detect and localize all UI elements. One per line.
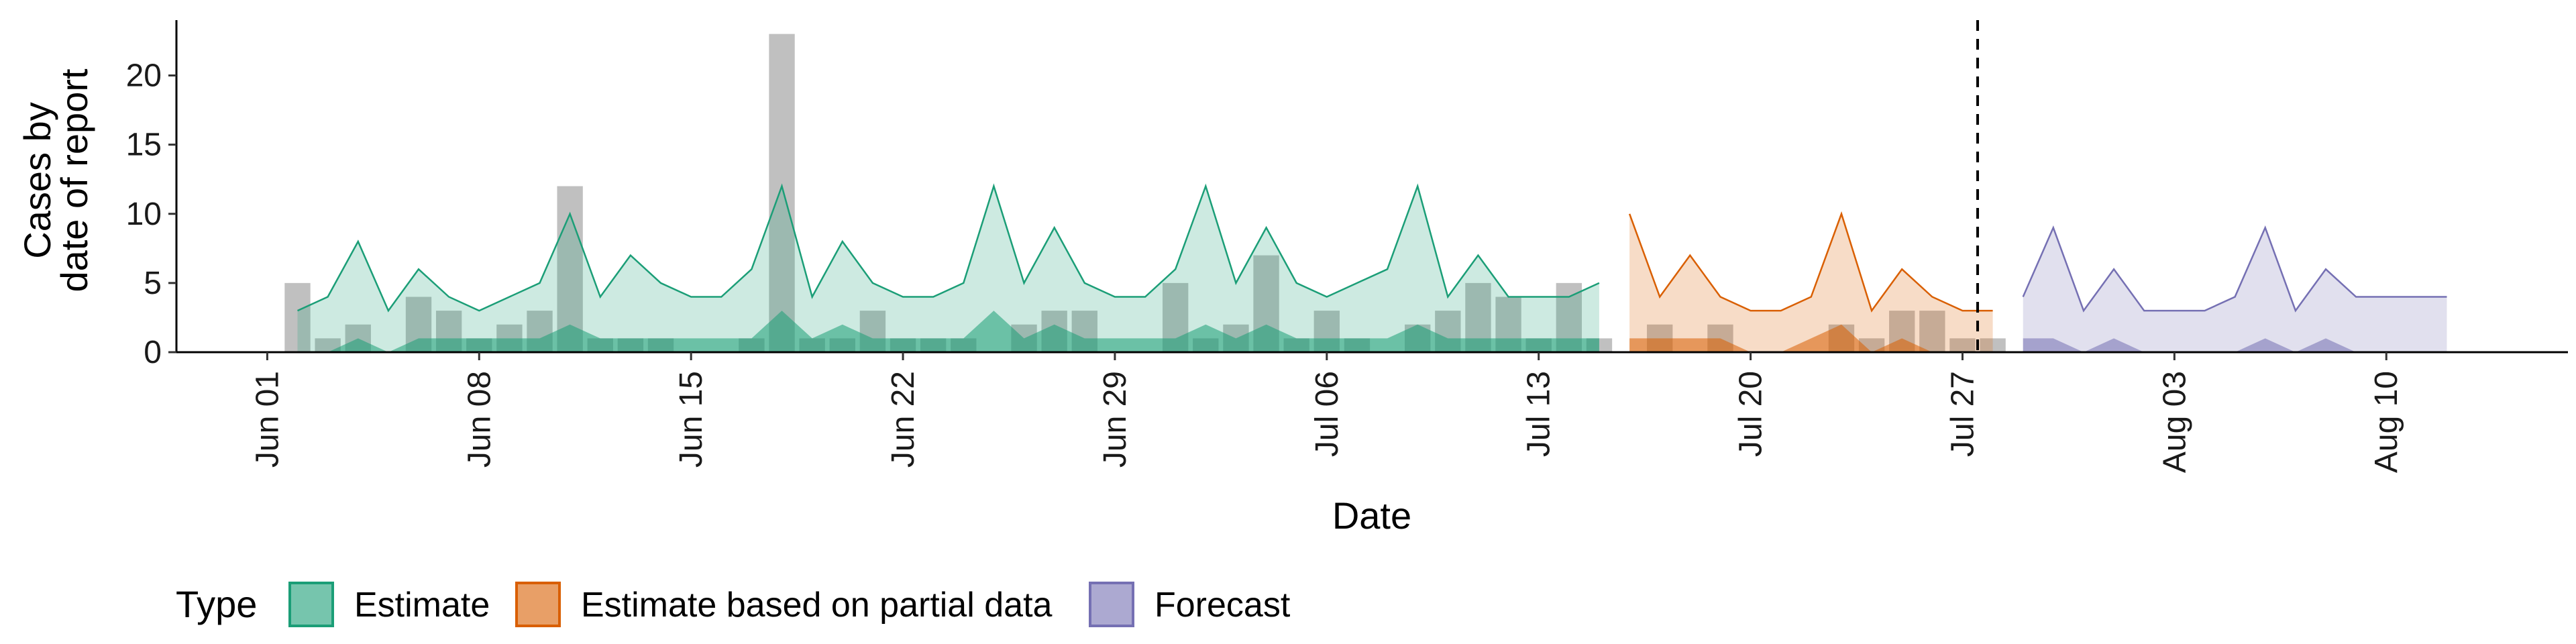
forecast-lower-band xyxy=(2023,338,2447,352)
y-axis-ticks: 0 5 10 15 20 xyxy=(126,58,176,370)
legend-key-estimate xyxy=(288,582,334,627)
x-tick-label: Jun 22 xyxy=(885,371,921,468)
x-tick-label: Jun 15 xyxy=(674,371,709,468)
reported-cases-bar xyxy=(1980,338,2006,352)
x-tick-label: Jul 20 xyxy=(1733,371,1769,457)
reported-cases-bar xyxy=(769,34,795,352)
forecast-upper-band xyxy=(2023,227,2447,352)
y-tick-label: 20 xyxy=(126,58,162,94)
legend-key-estimate-based-on-partial-data xyxy=(515,582,561,627)
x-tick-label: Aug 10 xyxy=(2369,371,2404,473)
estimate-upper-line xyxy=(297,183,1600,313)
x-axis-title: Date xyxy=(1332,494,1411,537)
y-tick-label: 10 xyxy=(126,197,162,232)
reported-cases-bar xyxy=(284,282,311,352)
x-tick-label: Jun 29 xyxy=(1097,371,1133,468)
estimate-based-on-partial-data-upper-band xyxy=(1629,213,1993,352)
estimate-ribbons xyxy=(297,183,2447,352)
y-tick-label: 0 xyxy=(144,335,162,370)
x-tick-label: Jun 08 xyxy=(462,371,497,468)
reported-cases-bar xyxy=(315,338,341,352)
legend: Type Estimate Estimate based on partial d… xyxy=(176,582,1291,627)
x-axis-ticks: Jun 01 Jun 08 Jun 15 Jun 22 Jun 29 Jul 06 Jul … xyxy=(250,352,2404,473)
y-axis-title: Cases by date of report xyxy=(16,68,95,292)
reported-cases-bar xyxy=(1919,311,1945,352)
x-tick-label: Jul 27 xyxy=(1945,371,1980,457)
reported-cases-bar xyxy=(1949,338,1976,352)
estimate-based-on-partial-data-lower-band xyxy=(1629,324,1993,352)
x-tick-label: Aug 03 xyxy=(2157,371,2192,473)
legend-title: Type xyxy=(176,583,257,625)
y-tick-label: 5 xyxy=(144,266,162,301)
forecast-upper-line xyxy=(2022,225,2447,313)
y-axis-title-line-2: date of report xyxy=(53,68,95,292)
estimate-based-on-partial-data-upper-line xyxy=(1628,211,1993,313)
legend-label-forecast: Forecast xyxy=(1155,586,1291,625)
estimate-upper-band xyxy=(297,186,1599,352)
y-axis-title-line-1: Cases by xyxy=(16,102,58,258)
legend-key-forecast xyxy=(1089,582,1134,627)
x-tick-label: Jul 13 xyxy=(1521,371,1557,457)
legend-label-estimate-based-on-partial-data: Estimate based on partial data xyxy=(581,586,1053,625)
x-tick-label: Jul 06 xyxy=(1309,371,1345,457)
estimate-lower-band xyxy=(297,311,1599,352)
y-tick-label: 15 xyxy=(126,127,162,163)
x-tick-label: Jun 01 xyxy=(250,371,285,468)
legend-label-estimate: Estimate xyxy=(354,586,490,625)
